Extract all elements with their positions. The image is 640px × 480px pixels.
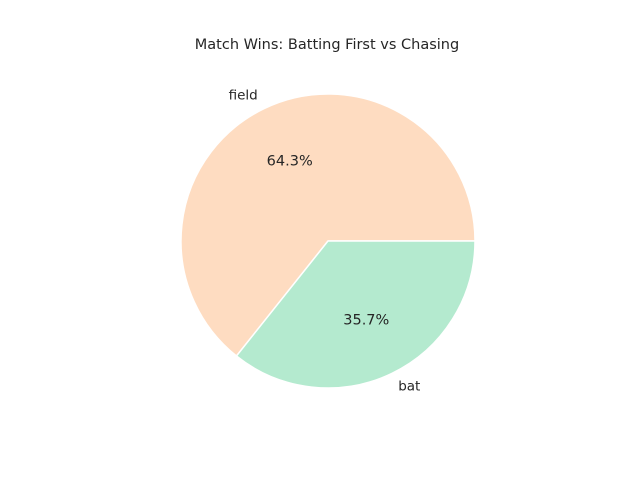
pie-slice-field	[180, 93, 476, 357]
slice-label-field: field	[229, 87, 258, 103]
slice-label-bat: bat	[398, 379, 420, 395]
chart-title: Match Wins: Batting First vs Chasing	[195, 37, 459, 53]
pie-labels: field 64.3% bat 35.7%	[229, 87, 421, 394]
slice-percent-bat: 35.7%	[343, 312, 389, 328]
pie-slices	[180, 93, 476, 389]
pie-slice-bat	[235, 240, 476, 389]
slice-percent-field: 64.3%	[267, 154, 313, 170]
